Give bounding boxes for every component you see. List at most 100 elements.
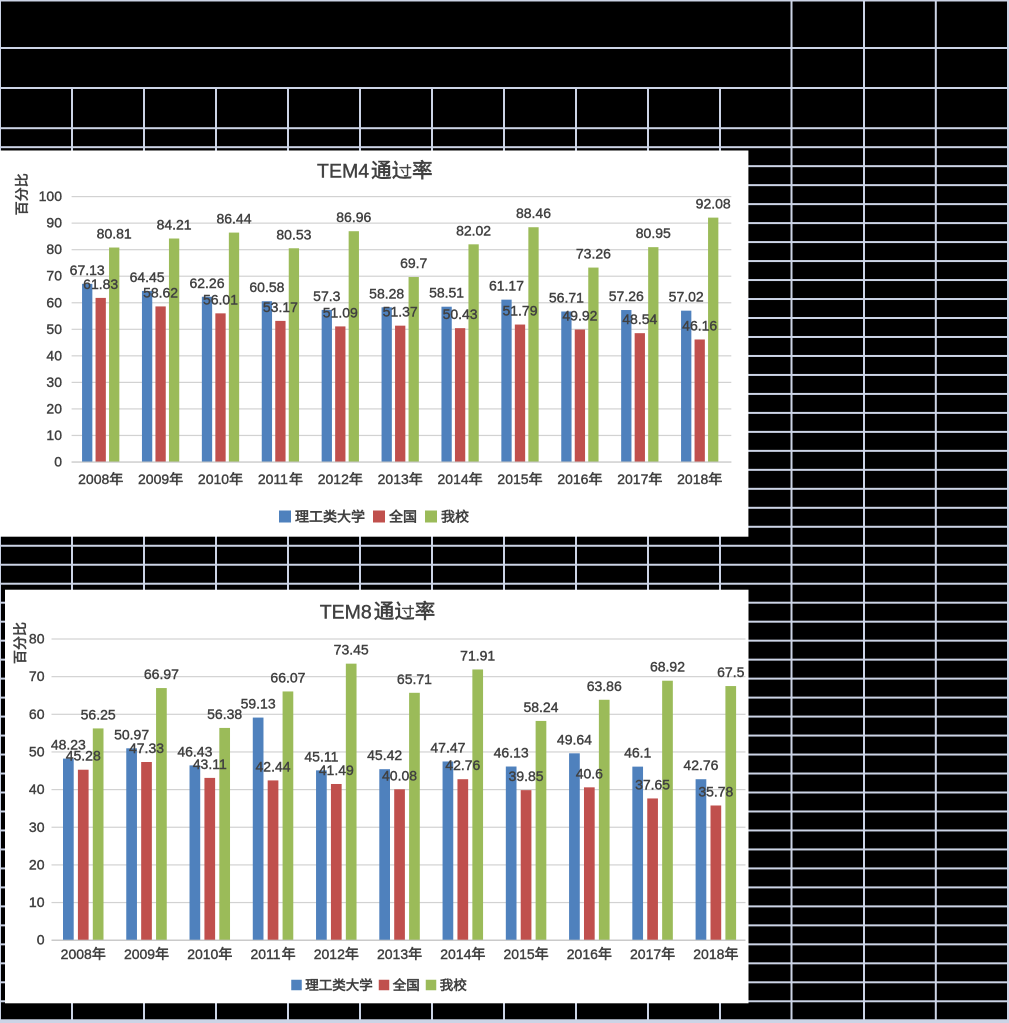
- svg-text:88.46: 88.46: [516, 205, 551, 221]
- svg-text:80.53: 80.53: [276, 226, 311, 242]
- svg-text:66.07: 66.07: [270, 669, 305, 685]
- svg-text:48.54: 48.54: [622, 311, 657, 327]
- svg-text:48.23: 48.23: [51, 737, 86, 753]
- svg-text:2012: 2012: [314, 946, 345, 962]
- svg-text:58.62: 58.62: [143, 284, 178, 300]
- svg-text:2015: 2015: [497, 471, 528, 487]
- svg-text:40.6: 40.6: [576, 765, 603, 781]
- svg-text:45.11: 45.11: [304, 748, 338, 764]
- svg-text:2009: 2009: [138, 471, 169, 487]
- svg-text:69.7: 69.7: [400, 255, 427, 271]
- svg-text:20: 20: [29, 856, 45, 872]
- svg-text:2012: 2012: [318, 471, 349, 487]
- svg-text:2009: 2009: [124, 946, 155, 962]
- svg-text:41.49: 41.49: [319, 762, 354, 778]
- svg-text:84.21: 84.21: [157, 217, 192, 233]
- svg-text:40: 40: [29, 781, 45, 797]
- svg-text:46.1: 46.1: [624, 745, 651, 761]
- svg-text:68.92: 68.92: [650, 659, 685, 675]
- svg-text:42.76: 42.76: [445, 757, 480, 773]
- svg-text:47.47: 47.47: [430, 739, 465, 755]
- svg-text:47.33: 47.33: [129, 740, 164, 756]
- svg-text:86.44: 86.44: [216, 211, 251, 227]
- svg-text:70: 70: [46, 268, 62, 284]
- svg-text:46.43: 46.43: [177, 743, 212, 759]
- svg-text:57.26: 57.26: [609, 288, 644, 304]
- svg-text:92.08: 92.08: [696, 196, 731, 212]
- svg-text:40.08: 40.08: [382, 767, 417, 783]
- svg-text:49.64: 49.64: [557, 731, 592, 747]
- svg-text:30: 30: [29, 819, 45, 835]
- svg-text:65.71: 65.71: [397, 671, 432, 687]
- svg-text:56.25: 56.25: [81, 706, 116, 722]
- svg-text:57.02: 57.02: [669, 289, 704, 305]
- svg-text:2017: 2017: [630, 946, 661, 962]
- svg-text:2018: 2018: [693, 946, 724, 962]
- svg-text:46.16: 46.16: [682, 317, 717, 333]
- svg-text:63.86: 63.86: [587, 678, 622, 694]
- svg-text:2013: 2013: [377, 946, 408, 962]
- svg-text:80: 80: [29, 631, 45, 647]
- svg-text:TEM4: TEM4: [317, 161, 369, 183]
- svg-text:64.45: 64.45: [130, 269, 165, 285]
- svg-text:2008: 2008: [78, 471, 109, 487]
- svg-text:56.01: 56.01: [203, 291, 238, 307]
- svg-text:2014: 2014: [440, 946, 471, 962]
- svg-text:35.78: 35.78: [698, 783, 733, 799]
- svg-text:90: 90: [46, 215, 62, 231]
- svg-text:62.26: 62.26: [189, 275, 224, 291]
- svg-text:80.81: 80.81: [97, 226, 132, 242]
- svg-text:42.76: 42.76: [683, 757, 718, 773]
- svg-text:40: 40: [46, 347, 62, 363]
- svg-text:73.45: 73.45: [334, 642, 369, 658]
- svg-text:50.43: 50.43: [443, 306, 478, 322]
- svg-text:2011: 2011: [250, 946, 280, 962]
- svg-text:57.3: 57.3: [313, 288, 340, 304]
- svg-text:61.17: 61.17: [489, 278, 524, 294]
- svg-text:67.5: 67.5: [717, 664, 744, 680]
- svg-text:58.28: 58.28: [369, 285, 404, 301]
- svg-text:60: 60: [46, 294, 62, 310]
- svg-text:80.95: 80.95: [636, 225, 671, 241]
- svg-text:82.02: 82.02: [456, 222, 491, 238]
- svg-text:51.09: 51.09: [323, 304, 358, 320]
- svg-text:42.44: 42.44: [256, 758, 291, 774]
- svg-text:56.71: 56.71: [549, 289, 584, 305]
- svg-text:100: 100: [39, 188, 63, 204]
- svg-text:58.24: 58.24: [523, 699, 558, 715]
- svg-text:10: 10: [29, 894, 45, 910]
- svg-text:2016: 2016: [557, 471, 588, 487]
- svg-text:50: 50: [29, 743, 45, 759]
- svg-text:66.97: 66.97: [144, 666, 179, 682]
- svg-text:53.17: 53.17: [263, 299, 298, 315]
- svg-text:37.65: 37.65: [635, 776, 670, 792]
- svg-text:56.38: 56.38: [207, 706, 242, 722]
- svg-text:61.83: 61.83: [83, 276, 118, 292]
- svg-text:71.91: 71.91: [460, 647, 495, 663]
- svg-text:2018: 2018: [677, 471, 708, 487]
- svg-text:2011: 2011: [258, 471, 288, 487]
- svg-text:2010: 2010: [187, 946, 218, 962]
- svg-text:49.92: 49.92: [562, 308, 597, 324]
- svg-text:30: 30: [46, 374, 62, 390]
- svg-text:58.51: 58.51: [429, 285, 464, 301]
- svg-text:73.26: 73.26: [576, 246, 611, 262]
- svg-text:2010: 2010: [198, 471, 229, 487]
- svg-text:TEM8: TEM8: [320, 601, 372, 623]
- svg-text:2014: 2014: [438, 471, 469, 487]
- svg-text:2008: 2008: [61, 946, 92, 962]
- svg-text:0: 0: [54, 454, 62, 470]
- svg-text:50: 50: [46, 321, 62, 337]
- svg-text:80: 80: [46, 241, 62, 257]
- svg-text:51.79: 51.79: [502, 303, 537, 319]
- svg-text:20: 20: [46, 400, 62, 416]
- svg-text:60.58: 60.58: [249, 279, 284, 295]
- svg-text:50.97: 50.97: [114, 726, 149, 742]
- svg-text:86.96: 86.96: [336, 209, 371, 225]
- svg-text:59.13: 59.13: [241, 696, 276, 712]
- svg-text:2015: 2015: [504, 946, 535, 962]
- svg-text:60: 60: [29, 706, 45, 722]
- svg-text:67.13: 67.13: [70, 262, 105, 278]
- svg-text:45.28: 45.28: [66, 748, 101, 764]
- svg-text:2016: 2016: [567, 946, 598, 962]
